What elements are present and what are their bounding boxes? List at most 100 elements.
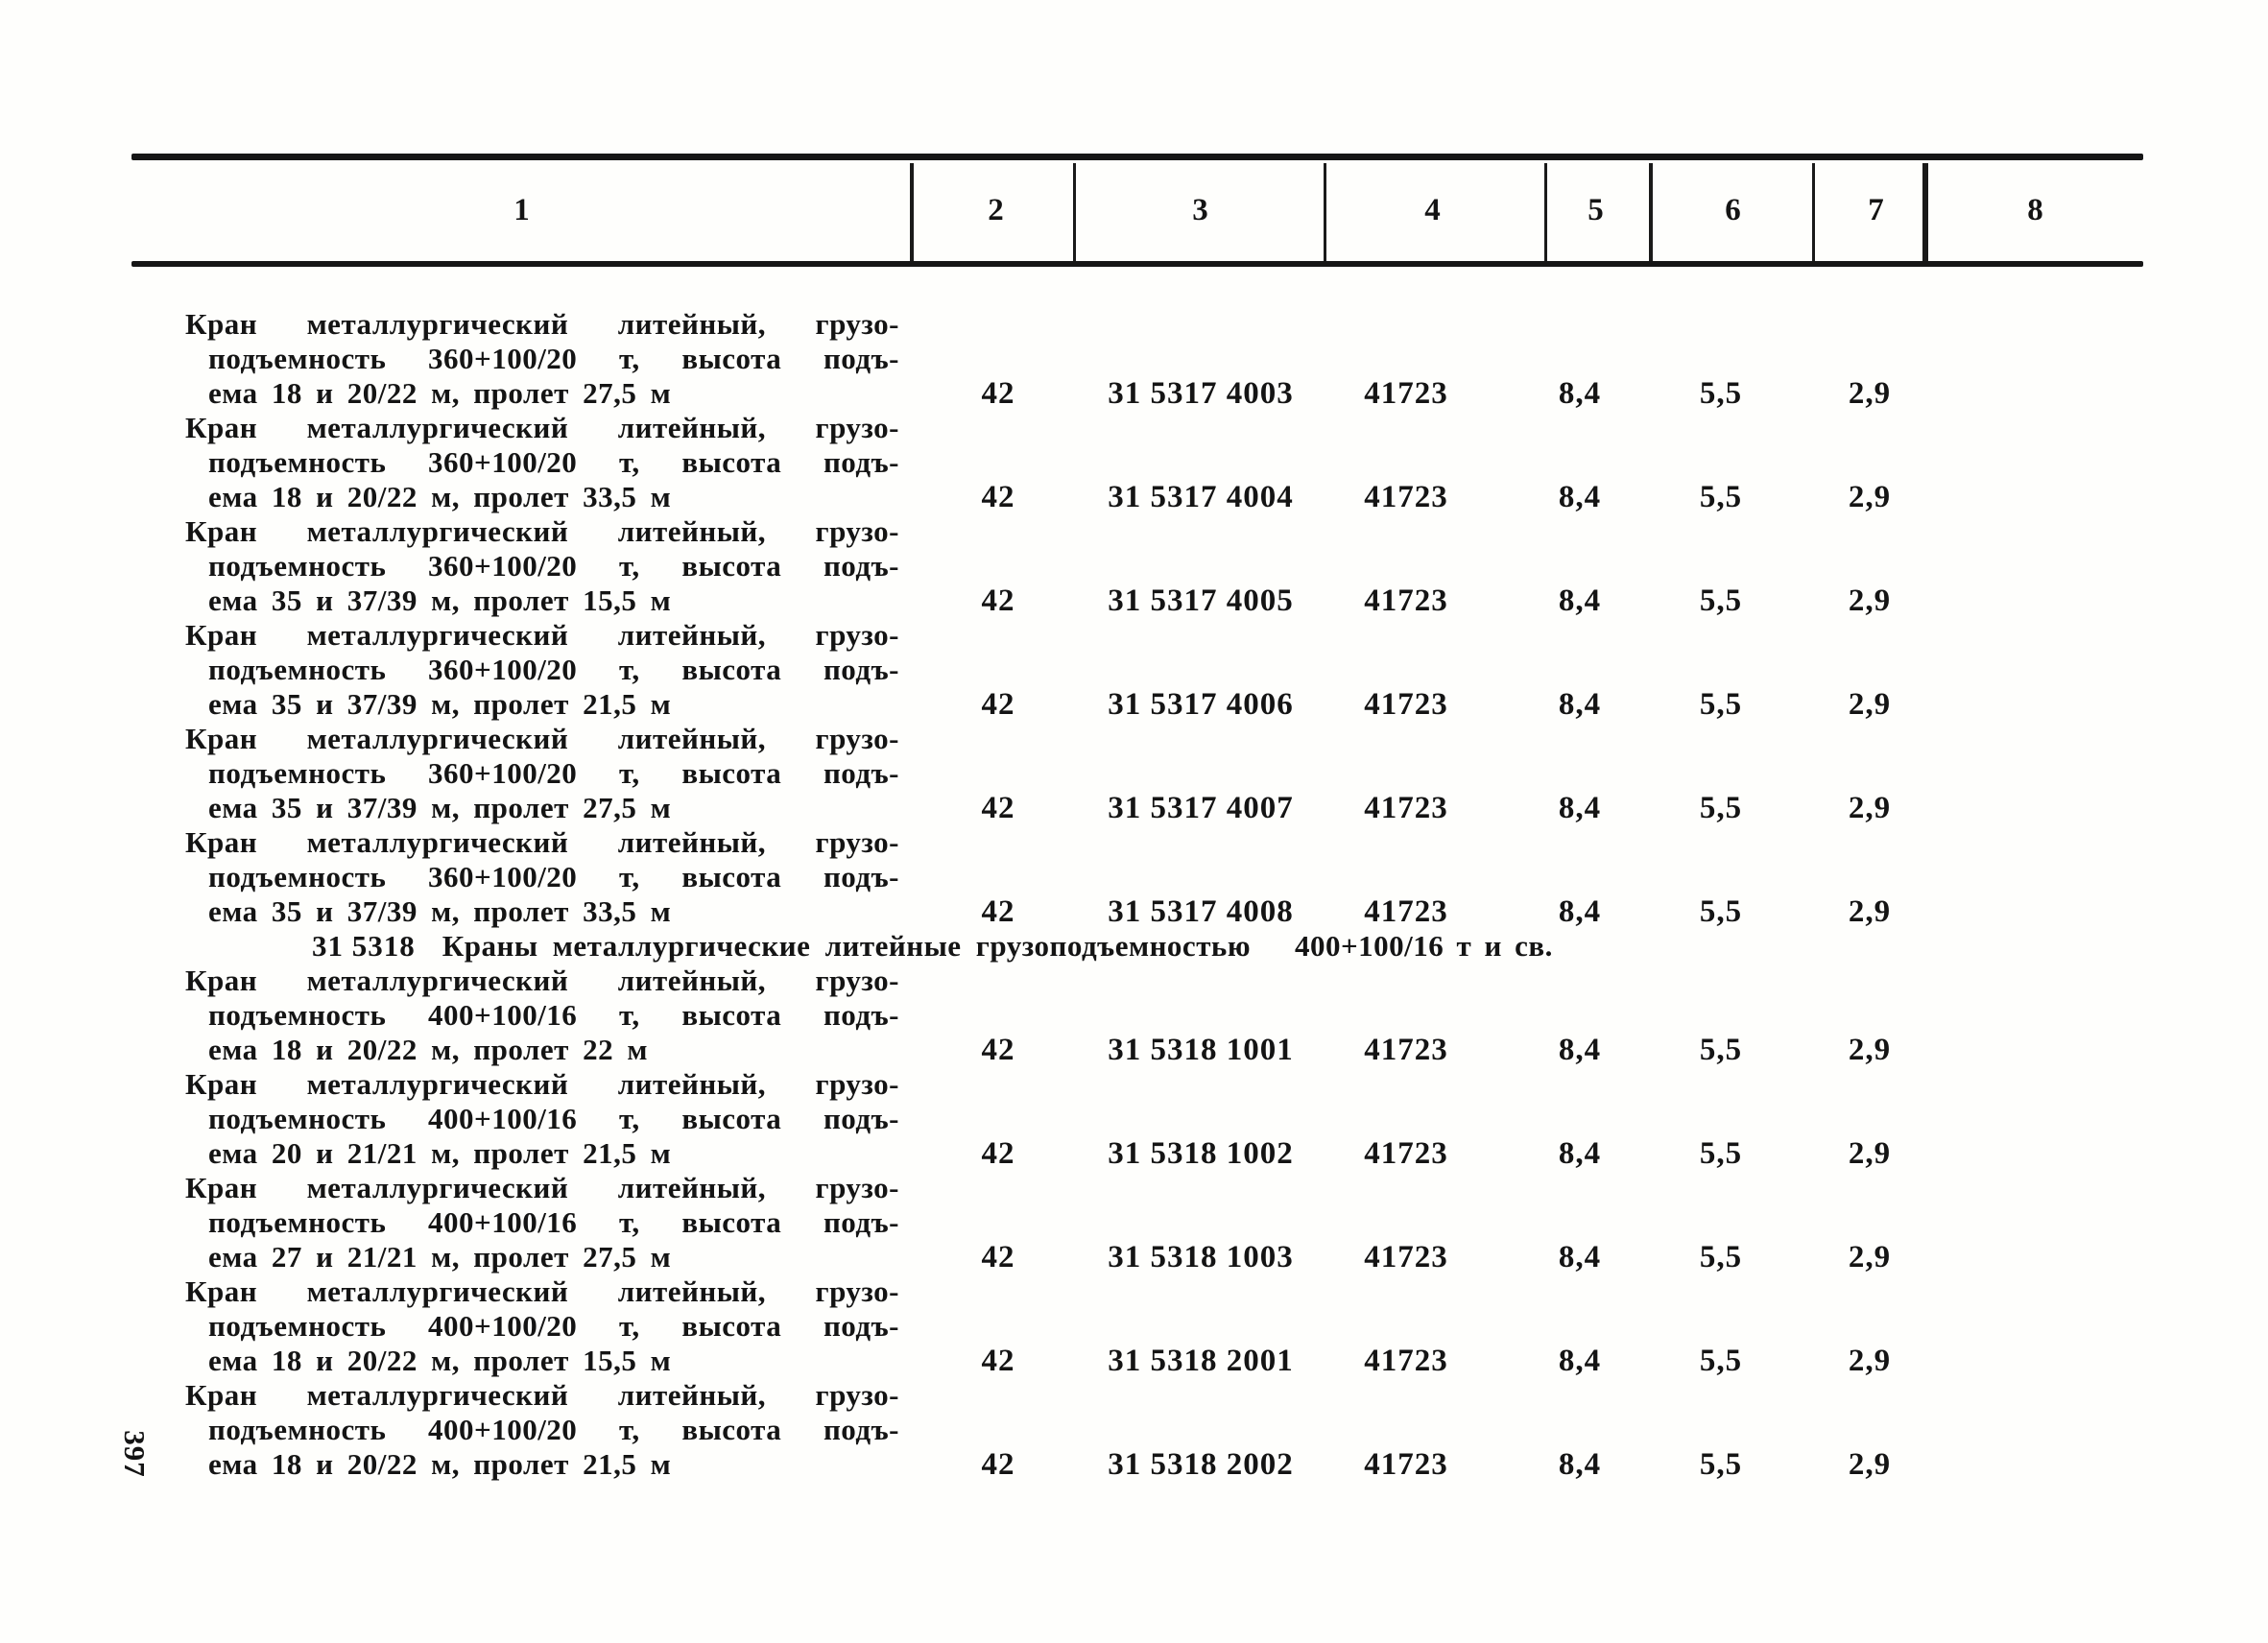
column-header-4: 4 [1424, 193, 1442, 227]
cell-col3-code: 31 5318 1001 [1108, 1033, 1294, 1067]
page-number: 397 [118, 1430, 152, 1478]
cell-col5: 8,4 [1558, 894, 1602, 929]
cell-col6: 5,5 [1699, 687, 1743, 722]
cell-col2: 42 [981, 791, 1015, 825]
description-line: подъемность 400+100/16 т, высота подъ- [208, 998, 899, 1032]
description-line: подъемность 360+100/20 т, высота подъ- [208, 445, 899, 479]
cell-col5: 8,4 [1558, 480, 1602, 514]
cell-col3-code: 31 5318 1002 [1108, 1136, 1294, 1171]
cell-col7: 2,9 [1848, 583, 1892, 618]
table-row: Кран металлургический литейный, грузо- п… [0, 307, 2268, 411]
description-line: подъемность 400+100/20 т, высота подъ- [208, 1309, 899, 1343]
header-rule-top [131, 154, 2143, 160]
cell-col3-code: 31 5317 4004 [1108, 480, 1294, 514]
table-row: Кран металлургический литейный, грузо- п… [0, 964, 2268, 1067]
cell-col7: 2,9 [1848, 1344, 1892, 1378]
description-line: ема 27 и 21/21 м, пролет 27,5 м [208, 1240, 672, 1274]
cell-col4: 41723 [1364, 1136, 1448, 1171]
description-line: Кран металлургический литейный, грузо- [185, 514, 899, 548]
cell-col6: 5,5 [1699, 791, 1743, 825]
crane-description: Кран металлургический литейный, грузо- п… [185, 1378, 899, 1482]
cell-col6: 5,5 [1699, 1240, 1743, 1274]
table-row: Кран металлургический литейный, грузо- п… [0, 722, 2268, 825]
cell-col6: 5,5 [1699, 1136, 1743, 1171]
crane-description: Кран металлургический литейный, грузо- п… [185, 514, 899, 618]
cell-col7: 2,9 [1848, 480, 1892, 514]
cell-col7: 2,9 [1848, 1447, 1892, 1482]
description-line: ема 18 и 20/22 м, пролет 27,5 м [208, 376, 672, 410]
crane-description: Кран металлургический литейный, грузо- п… [185, 825, 899, 929]
column-separator [1649, 163, 1653, 261]
description-line: ема 20 и 21/21 м, пролет 21,5 м [208, 1136, 672, 1170]
table-row: Кран металлургический литейный, грузо- п… [0, 1171, 2268, 1274]
cell-col7: 2,9 [1848, 791, 1892, 825]
description-line: ема 18 и 20/22 м, пролет 15,5 м [208, 1344, 672, 1377]
description-line: подъемность 400+100/16 т, высота подъ- [208, 1102, 899, 1135]
description-line: подъемность 360+100/20 т, высота подъ- [208, 653, 899, 686]
column-header-8: 8 [2027, 193, 2044, 227]
cell-col4: 41723 [1364, 583, 1448, 618]
cell-col6: 5,5 [1699, 1033, 1743, 1067]
cell-col3-code: 31 5317 4006 [1108, 687, 1294, 722]
table-row: Кран металлургический литейный, грузо- п… [0, 825, 2268, 929]
column-separator [1324, 163, 1326, 261]
cell-col7: 2,9 [1848, 1033, 1892, 1067]
cell-col3-code: 31 5317 4005 [1108, 583, 1294, 618]
cell-col4: 41723 [1364, 894, 1448, 929]
crane-description: Кран металлургический литейный, грузо- п… [185, 307, 899, 411]
cell-col2: 42 [981, 1344, 1015, 1378]
crane-description: Кран металлургический литейный, грузо- п… [185, 1067, 899, 1171]
section-code: 31 5318 [312, 929, 416, 963]
column-header-5: 5 [1588, 193, 1605, 227]
column-separator [1544, 163, 1547, 261]
cell-col5: 8,4 [1558, 376, 1602, 411]
description-line: ема 18 и 20/22 м, пролет 21,5 м [208, 1447, 672, 1481]
cell-col7: 2,9 [1848, 687, 1892, 722]
cell-col2: 42 [981, 1033, 1015, 1067]
cell-col6: 5,5 [1699, 376, 1743, 411]
cell-col7: 2,9 [1848, 376, 1892, 411]
cell-col2: 42 [981, 1240, 1015, 1274]
section-capacity: 400+100/16 т и св. [1295, 929, 1553, 963]
description-line: подъемность 360+100/20 т, высота подъ- [208, 756, 899, 790]
description-line: Кран металлургический литейный, грузо- [185, 1067, 899, 1101]
table-row: Кран металлургический литейный, грузо- п… [0, 1067, 2268, 1171]
cell-col4: 41723 [1364, 687, 1448, 722]
description-line: Кран металлургический литейный, грузо- [185, 307, 899, 341]
cell-col3-code: 31 5317 4007 [1108, 791, 1294, 825]
cell-col6: 5,5 [1699, 894, 1743, 929]
cell-col6: 5,5 [1699, 1447, 1743, 1482]
description-line: Кран металлургический литейный, грузо- [185, 1171, 899, 1204]
header-rule-bottom [131, 261, 2143, 267]
cell-col5: 8,4 [1558, 1344, 1602, 1378]
description-line: подъемность 360+100/20 т, высота подъ- [208, 549, 899, 583]
cell-col7: 2,9 [1848, 894, 1892, 929]
column-separator [1922, 163, 1928, 261]
description-line: Кран металлургический литейный, грузо- [185, 618, 899, 652]
cell-col5: 8,4 [1558, 791, 1602, 825]
crane-description: Кран металлургический литейный, грузо- п… [185, 411, 899, 514]
description-line: Кран металлургический литейный, грузо- [185, 411, 899, 444]
table-body: Кран металлургический литейный, грузо- п… [0, 307, 2268, 1482]
description-line: подъемность 400+100/16 т, высота подъ- [208, 1205, 899, 1239]
description-line: Кран металлургический литейный, грузо- [185, 964, 899, 997]
column-header-1: 1 [513, 193, 531, 227]
description-line: Кран металлургический литейный, грузо- [185, 722, 899, 755]
cell-col7: 2,9 [1848, 1240, 1892, 1274]
description-line: ема 35 и 37/39 м, пролет 33,5 м [208, 894, 672, 928]
cell-col4: 41723 [1364, 791, 1448, 825]
cell-col2: 42 [981, 376, 1015, 411]
description-line: ема 18 и 20/22 м, пролет 22 м [208, 1033, 648, 1066]
table-row: Кран металлургический литейный, грузо- п… [0, 1274, 2268, 1378]
crane-description: Кран металлургический литейный, грузо- п… [185, 964, 899, 1067]
cell-col5: 8,4 [1558, 583, 1602, 618]
cell-col2: 42 [981, 480, 1015, 514]
crane-description: Кран металлургический литейный, грузо- п… [185, 1171, 899, 1274]
cell-col3-code: 31 5318 1003 [1108, 1240, 1294, 1274]
section-heading-row: 31 5318 Краны металлургические литейные г… [0, 929, 2268, 964]
cell-col4: 41723 [1364, 376, 1448, 411]
crane-description: Кран металлургический литейный, грузо- п… [185, 1274, 899, 1378]
cell-col2: 42 [981, 687, 1015, 722]
column-header-7: 7 [1868, 193, 1885, 227]
